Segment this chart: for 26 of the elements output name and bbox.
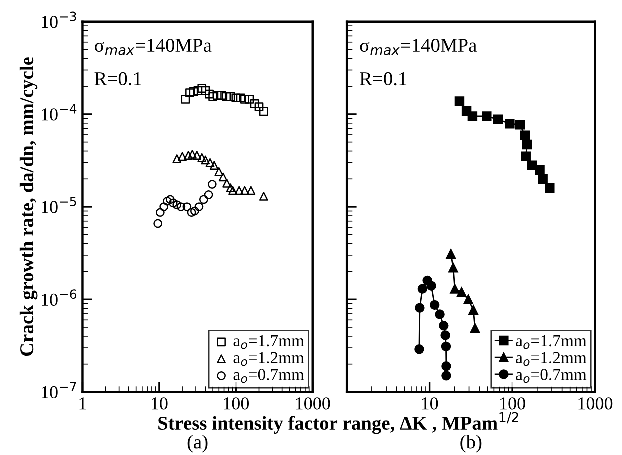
annotation: R=0.1 (360, 72, 407, 86)
y-axis-title: Crack growth rate, da/dn, mm/cycle (20, 58, 38, 356)
annotation: σ$_{max}$=140MPa (360, 38, 477, 56)
x-tick-label: 10 (422, 398, 438, 410)
text: (a) (188, 435, 208, 453)
legend-label: a$_{o}$=0.7mm (234, 369, 304, 384)
y-tick-label: 10$^{−3}$ (42, 12, 76, 28)
x-tick-label: 1000 (296, 398, 330, 410)
annotation: σ$_{max}$=140MPa (94, 38, 212, 56)
x-tick-label: 100 (224, 398, 250, 410)
legend-label: a$_{o}$=1.2mm (234, 352, 304, 366)
x-tick-label: 1 (80, 398, 86, 410)
y-tick-label: 10$^{−7}$ (42, 382, 76, 399)
x-tick-label: 1000 (578, 398, 613, 410)
y-tick-label: 10$^{−6}$ (42, 290, 77, 306)
legend-label: a$_{o}$=1.7mm (516, 335, 587, 350)
x-axis-title: Stress intensity factor range, ΔK , MPam$^{1/2}$ (158, 412, 518, 434)
y-tick-label: 10$^{−5}$ (42, 197, 76, 214)
legend-label: a$_{o}$=1.7mm (234, 335, 304, 350)
legend-label: a$_{o}$=0.7mm (516, 369, 587, 384)
annotation: R=0.1 (94, 72, 142, 86)
x-tick-label: 10 (152, 398, 168, 410)
x-tick-label: 100 (500, 398, 526, 410)
legend-label: a$_{o}$=1.2mm (516, 352, 587, 366)
text: (b) (460, 435, 482, 453)
y-tick-label: 10$^{−4}$ (42, 104, 77, 121)
